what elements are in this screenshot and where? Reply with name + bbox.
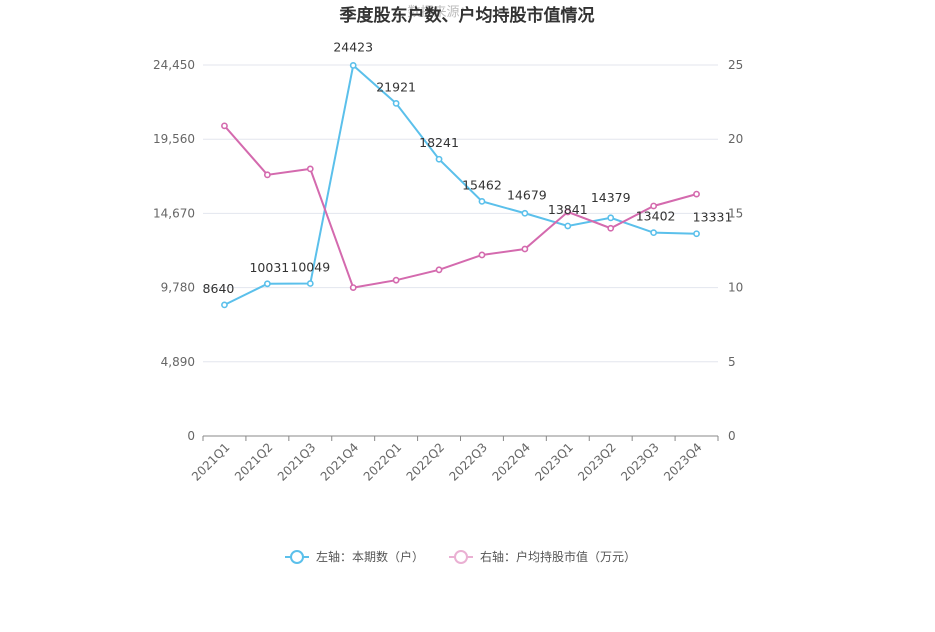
- data-point: [607, 214, 615, 222]
- legend-label: 右轴：户均持股市值（万元）: [480, 549, 636, 564]
- left-tick-label: 9,780: [161, 281, 195, 295]
- data-label: 15462: [462, 177, 502, 192]
- right-tick-label: 0: [728, 429, 736, 443]
- right-tick-label: 20: [728, 132, 743, 146]
- x-tick-label: 2022Q2: [404, 440, 448, 484]
- data-point: [349, 284, 357, 291]
- data-point: [263, 280, 271, 288]
- x-tick-label: 2023Q3: [618, 440, 662, 484]
- data-label: 14379: [591, 190, 631, 205]
- legend-marker: [290, 550, 304, 564]
- left-tick-label: 24,450: [153, 58, 195, 72]
- right-tick-label: 15: [728, 206, 743, 220]
- x-tick-label: 2021Q1: [189, 440, 233, 484]
- data-label: 13841: [548, 202, 588, 217]
- data-point: [564, 208, 572, 216]
- series-lines: [221, 62, 700, 309]
- x-tick-label: 2021Q4: [318, 440, 362, 484]
- watermark: 数据来源：: [407, 5, 472, 20]
- right-tick-label: 25: [728, 58, 743, 72]
- left-tick-label: 19,560: [153, 132, 195, 146]
- data-label: 13331: [693, 210, 733, 225]
- data-point: [478, 197, 486, 205]
- x-tick-label: 2023Q2: [575, 440, 619, 484]
- data-point: [392, 99, 400, 107]
- data-label: 13402: [636, 209, 676, 224]
- data-label: 18241: [419, 135, 459, 150]
- data-label: 8640: [203, 281, 235, 296]
- left-tick-label: 14,670: [153, 206, 195, 220]
- legend-marker: [454, 550, 468, 564]
- data-label: 24423: [333, 39, 373, 54]
- data-label: 21921: [376, 79, 416, 94]
- left-tick-label: 4,890: [161, 355, 195, 369]
- x-tick-label: 2022Q3: [447, 440, 491, 484]
- data-point: [478, 251, 486, 259]
- x-tick-label: 2021Q3: [275, 440, 319, 484]
- series-line-1: [223, 125, 697, 289]
- data-point: [392, 276, 400, 284]
- data-point: [564, 222, 572, 230]
- x-tick-label: 2022Q1: [361, 440, 405, 484]
- data-point: [650, 202, 658, 210]
- data-point: [306, 280, 314, 287]
- axes: 0 4,890 9,780 14,670 19,560 24,450 0 5 10 15 20 25 2…: [153, 58, 743, 484]
- data-point: [435, 266, 443, 274]
- data-label: 14679: [507, 187, 547, 202]
- series-line-0: [224, 63, 697, 306]
- data-label: 10031: [249, 260, 289, 275]
- data-point: [607, 224, 615, 232]
- legend-label: 左轴：本期数（户）: [316, 549, 424, 564]
- legend-item-1[interactable]: 右轴：户均持股市值（万元）: [449, 549, 636, 564]
- data-point: [349, 62, 357, 69]
- data-point: [650, 229, 658, 237]
- right-tick-label: 5: [728, 355, 736, 369]
- data-point: [521, 245, 529, 253]
- x-tick-label: 2023Q4: [661, 440, 705, 484]
- x-tick-label: 2022Q4: [489, 440, 533, 484]
- data-point: [435, 155, 443, 163]
- data-point: [521, 209, 529, 217]
- data-point: [263, 171, 271, 179]
- left-tick-label: 0: [187, 429, 195, 443]
- data-point: [693, 190, 700, 198]
- grid-lines: [203, 64, 718, 363]
- x-tick-label: 2021Q2: [232, 440, 276, 484]
- data-point: [306, 165, 314, 173]
- legend-item-0[interactable]: 左轴：本期数（户）: [285, 549, 424, 564]
- data-point: [221, 301, 228, 309]
- chart-title: 季度股东户数、户均持股市值情况: [340, 5, 595, 26]
- data-label: 10049: [290, 260, 330, 275]
- data-point: [221, 122, 228, 130]
- x-tick-label: 2023Q1: [532, 440, 576, 484]
- data-point: [693, 230, 700, 238]
- right-tick-label: 10: [728, 281, 743, 295]
- legend[interactable]: 左轴：本期数（户） 右轴：户均持股市值（万元）: [285, 549, 636, 564]
